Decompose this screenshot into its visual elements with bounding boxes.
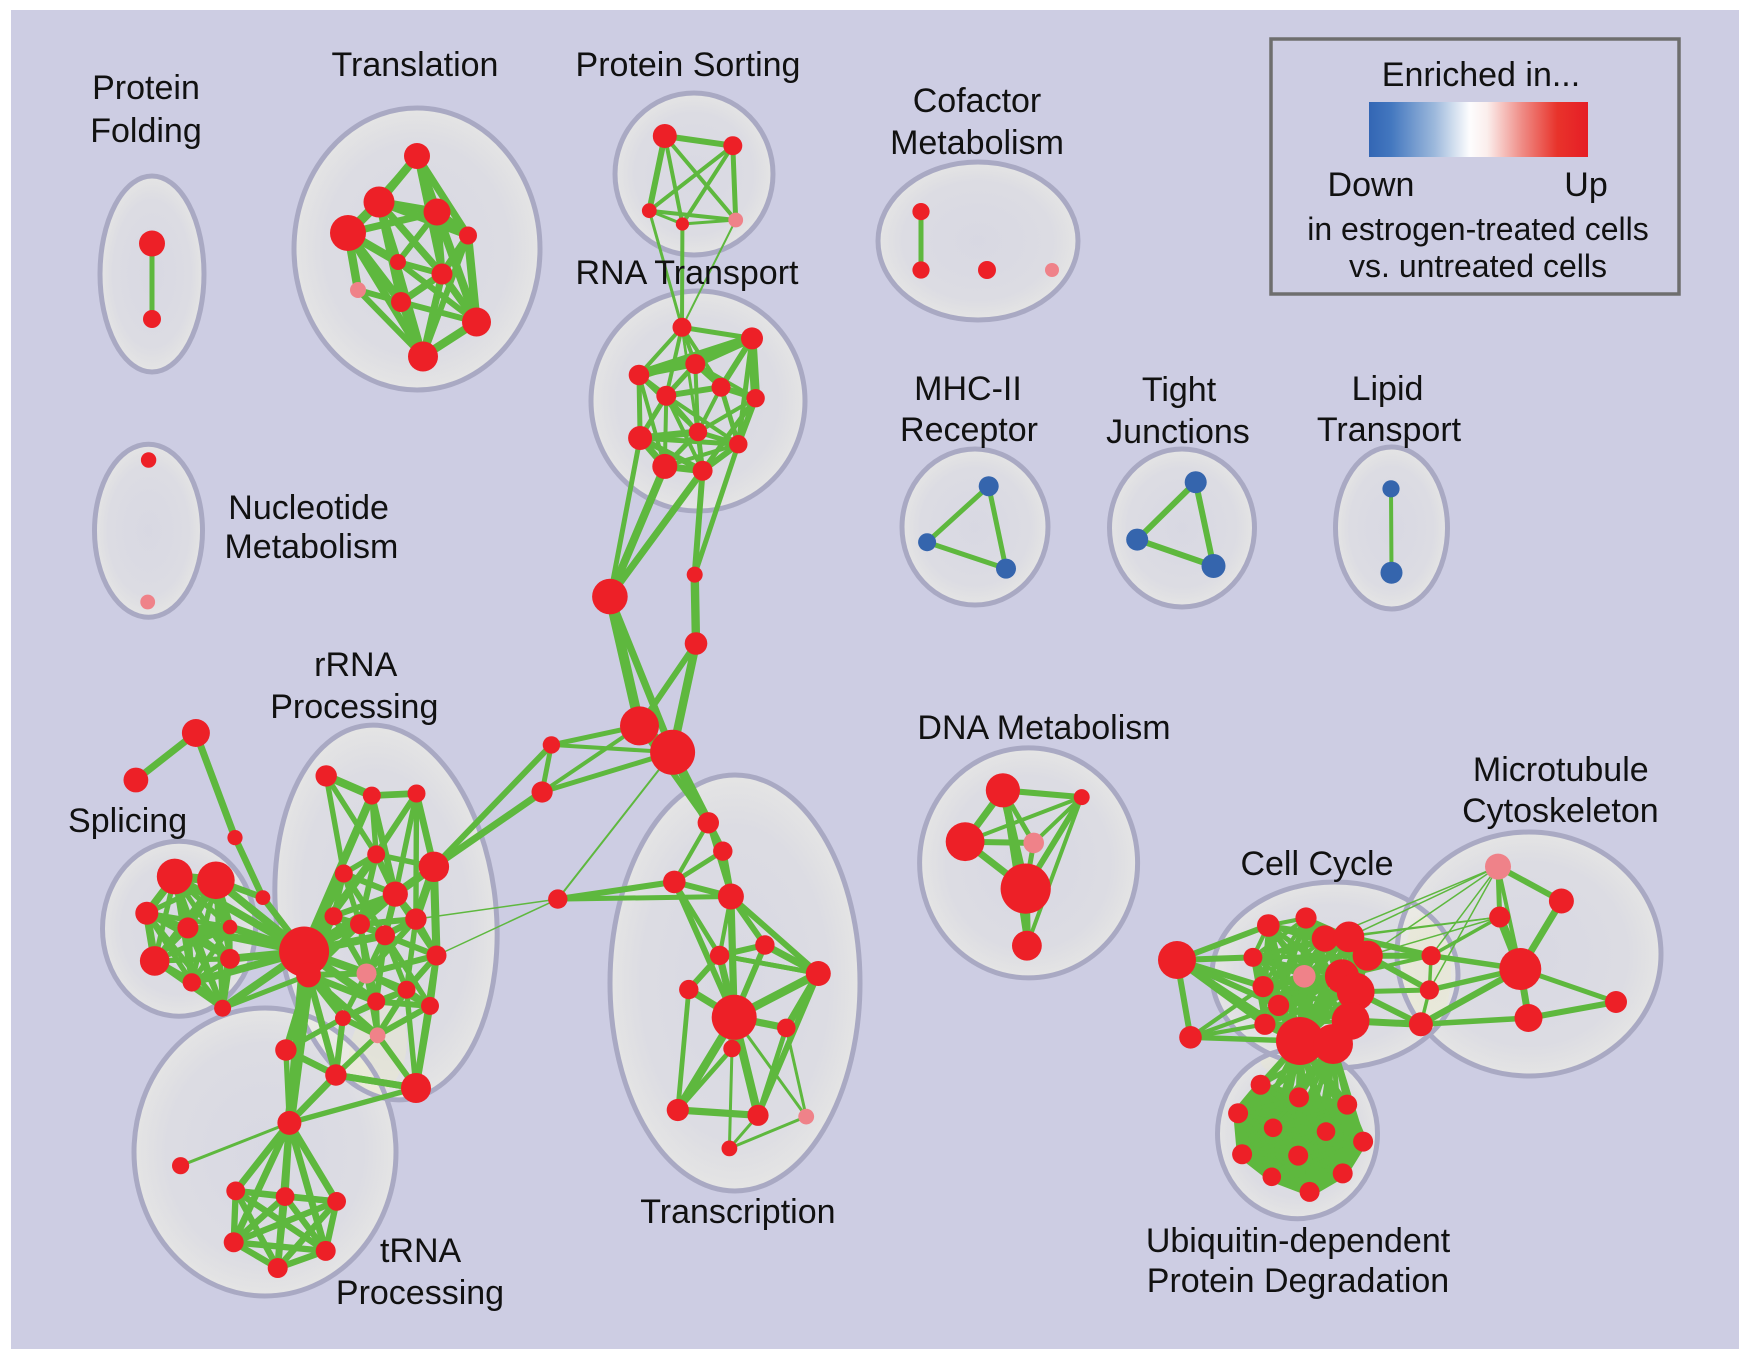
svg-text:Up: Up — [1564, 166, 1607, 204]
svg-text:Tight: Tight — [1142, 371, 1217, 409]
svg-text:Receptor: Receptor — [900, 411, 1038, 449]
svg-text:Splicing: Splicing — [68, 802, 187, 840]
svg-text:Microtubule: Microtubule — [1473, 751, 1649, 789]
svg-text:Transport: Transport — [1317, 411, 1462, 449]
svg-text:Nucleotide: Nucleotide — [228, 489, 389, 527]
svg-text:Junctions: Junctions — [1106, 413, 1250, 451]
svg-text:Transcription: Transcription — [640, 1193, 835, 1231]
svg-text:RNA Transport: RNA Transport — [576, 254, 800, 292]
svg-text:Enriched in...: Enriched in... — [1382, 56, 1580, 94]
svg-text:in estrogen-treated cells: in estrogen-treated cells — [1307, 211, 1649, 247]
svg-text:tRNA: tRNA — [380, 1232, 462, 1270]
svg-text:Metabolism: Metabolism — [890, 124, 1064, 162]
svg-text:Protein Degradation: Protein Degradation — [1147, 1262, 1449, 1300]
svg-text:Processing: Processing — [270, 688, 438, 726]
svg-text:Cytoskeleton: Cytoskeleton — [1462, 792, 1659, 830]
svg-text:Folding: Folding — [90, 112, 202, 150]
svg-text:MHC-II: MHC-II — [914, 370, 1022, 408]
svg-text:Cofactor: Cofactor — [913, 82, 1042, 120]
svg-text:Cell Cycle: Cell Cycle — [1240, 845, 1393, 883]
svg-text:Metabolism: Metabolism — [224, 528, 398, 566]
svg-text:DNA Metabolism: DNA Metabolism — [917, 709, 1170, 747]
svg-text:Protein Sorting: Protein Sorting — [576, 46, 801, 84]
svg-text:Protein: Protein — [92, 69, 200, 107]
svg-text:rRNA: rRNA — [314, 646, 397, 684]
svg-text:Translation: Translation — [332, 46, 499, 84]
svg-text:Ubiquitin-dependent: Ubiquitin-dependent — [1146, 1222, 1451, 1260]
svg-text:Processing: Processing — [336, 1274, 504, 1312]
svg-text:Down: Down — [1328, 166, 1415, 204]
svg-text:vs. untreated cells: vs. untreated cells — [1349, 248, 1607, 284]
svg-text:Lipid: Lipid — [1352, 370, 1424, 408]
